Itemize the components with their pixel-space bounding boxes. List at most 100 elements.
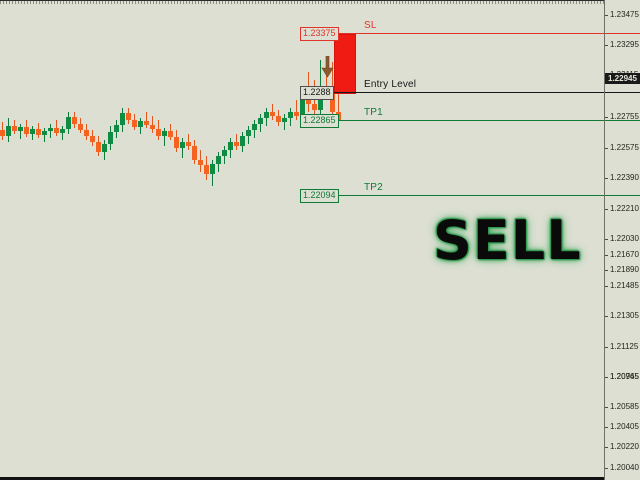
axis-tick [605, 239, 608, 240]
candlestick [282, 0, 287, 480]
candlestick [108, 0, 113, 480]
candle-body [222, 150, 227, 156]
axis-tick-label: 1.22210 [610, 204, 639, 213]
candle-body [264, 112, 269, 118]
candle-body [144, 121, 149, 125]
axis-tick-label: 1.21305 [610, 311, 639, 320]
candlestick [210, 0, 215, 480]
axis-tp2-marker [605, 195, 640, 196]
candlestick [0, 0, 5, 480]
candlestick [246, 0, 251, 480]
candle-body [24, 127, 29, 134]
candlestick [54, 0, 59, 480]
axis-tick [605, 209, 608, 210]
axis-tick-label: 1.20945 [610, 372, 639, 381]
candlestick [258, 0, 263, 480]
chart-plot-area[interactable]: SL 1.23375 Entry Level 1.2288 TP1 1.22865 TP2 1… [0, 0, 604, 480]
candle-body [42, 131, 47, 135]
candle-body [228, 142, 233, 150]
axis-tick [605, 316, 608, 317]
candlestick [216, 0, 221, 480]
axis-tick-label: 1.20040 [610, 463, 639, 472]
candlestick [60, 0, 65, 480]
candle-wick [284, 114, 285, 130]
candle-body [216, 156, 221, 164]
candle-wick [62, 126, 63, 140]
axis-sl-marker [605, 33, 640, 34]
candlestick [264, 0, 269, 480]
level-price-tag-sl[interactable]: 1.23375 [300, 27, 339, 41]
candlestick [102, 0, 107, 480]
current-price-tag: 1.22945 [605, 73, 640, 84]
candle-body [246, 130, 251, 136]
axis-tick-label: 1.20405 [610, 422, 639, 431]
candlestick [6, 0, 11, 480]
candlestick [78, 0, 83, 480]
chart-bottom-border [0, 473, 604, 480]
candle-body [108, 132, 113, 144]
candlestick [204, 0, 209, 480]
candle-body [96, 142, 101, 152]
candle-body [132, 120, 137, 127]
level-price-tag-entry[interactable]: 1.2288 [300, 86, 334, 100]
candle-body [162, 131, 167, 136]
level-line-tp1[interactable] [330, 120, 604, 121]
candlestick [48, 0, 53, 480]
candle-body [150, 125, 155, 129]
level-line-entry[interactable] [330, 92, 604, 93]
candlestick [132, 0, 137, 480]
level-line-sl[interactable] [338, 33, 604, 34]
candlestick [144, 0, 149, 480]
level-label-tp2: TP2 [364, 182, 383, 193]
axis-tick [605, 286, 608, 287]
level-line-tp2[interactable] [330, 195, 604, 196]
candle-body [84, 130, 89, 136]
candlestick [234, 0, 239, 480]
candle-body [330, 94, 335, 112]
candlestick [84, 0, 89, 480]
candle-body [72, 117, 77, 124]
axis-tick [605, 45, 608, 46]
candle-body [102, 144, 107, 152]
candle-body [156, 129, 161, 136]
candle-wick [146, 112, 147, 128]
candlestick [12, 0, 17, 480]
candlestick [276, 0, 281, 480]
axis-tick-label: 1.22755 [610, 112, 639, 121]
candle-wick [164, 128, 165, 146]
level-price-tag-tp2[interactable]: 1.22094 [300, 189, 339, 203]
candle-body [288, 112, 293, 118]
candle-body [192, 146, 197, 160]
candlestick [72, 0, 77, 480]
level-price-tag-tp1[interactable]: 1.22865 [300, 114, 339, 128]
candle-wick [50, 124, 51, 138]
candle-body [0, 130, 5, 136]
candle-wick [326, 58, 327, 100]
candlestick [162, 0, 167, 480]
level-label-sl: SL [364, 20, 377, 31]
candlestick [252, 0, 257, 480]
candle-body [168, 131, 173, 137]
candlestick [36, 0, 41, 480]
axis-tick-label: 1.21125 [610, 342, 639, 351]
candle-body [252, 124, 257, 130]
candlestick [240, 0, 245, 480]
candlestick [168, 0, 173, 480]
candlestick [228, 0, 233, 480]
price-axis[interactable]: 1.234751.232951.231151.227551.225751.223… [604, 0, 640, 480]
candle-wick [296, 100, 297, 120]
candlestick [114, 0, 119, 480]
axis-tick [605, 255, 608, 256]
axis-tick-label: 1.23475 [610, 10, 639, 19]
risk-zone-rectangle [334, 34, 356, 94]
candlestick [42, 0, 47, 480]
candlestick [288, 0, 293, 480]
axis-tick-label: 1.22390 [610, 173, 639, 182]
candlestick [294, 0, 299, 480]
axis-tick-label: 1.20220 [610, 442, 639, 451]
candlestick [18, 0, 23, 480]
candlestick [96, 0, 101, 480]
sell-arrow-icon [321, 56, 334, 78]
candle-body [30, 129, 35, 134]
